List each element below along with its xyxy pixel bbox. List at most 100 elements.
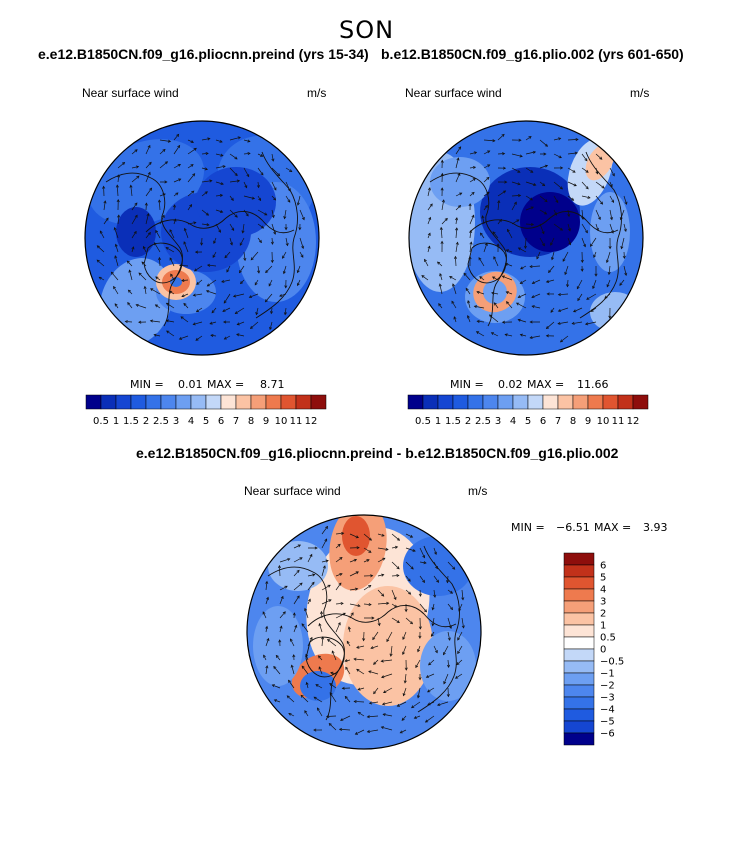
wind-vector-head (222, 165, 226, 169)
wind-vector-head (380, 659, 384, 663)
wind-vector-head (260, 153, 264, 157)
wind-vector (243, 152, 251, 155)
wind-vector (363, 559, 370, 563)
wind-vector (494, 302, 499, 309)
wind-vector (461, 617, 464, 628)
wind-vector-head (340, 601, 344, 606)
wind-vector (187, 148, 197, 155)
wind-vector-head (164, 161, 169, 165)
wind-vector-head (356, 668, 360, 672)
wind-vector-head (96, 245, 100, 249)
wind-vector (391, 575, 399, 577)
wind-vector-head (288, 712, 292, 716)
wind-vector (577, 293, 583, 301)
wind-vector (433, 575, 439, 583)
wind-vector-head (205, 152, 209, 156)
wind-vector (437, 701, 449, 706)
colorbar-tick-label: 1 (113, 416, 119, 427)
wind-vector-head (258, 239, 262, 244)
wind-vector (455, 673, 463, 679)
wind-vector (170, 273, 175, 281)
wind-vector-head (116, 198, 120, 203)
wind-vector (211, 307, 217, 314)
wind-vector-head (418, 626, 422, 630)
colorbar-box (563, 564, 595, 578)
wind-vector (328, 723, 337, 731)
wind-vector (269, 321, 273, 330)
wind-vector (606, 251, 611, 263)
wind-vector-head (595, 227, 599, 232)
wind-vector-head (138, 320, 142, 324)
wind-vector-head (517, 194, 522, 198)
wind-vector (567, 167, 576, 173)
wind-vector (318, 666, 323, 675)
wind-vector-head (284, 585, 288, 589)
wind-vector (476, 291, 485, 295)
wind-vector-head (279, 293, 283, 297)
wind-vector (340, 715, 351, 721)
wind-vector (297, 195, 301, 206)
wind-vector-head (427, 187, 431, 191)
wind-vector (511, 153, 523, 157)
wind-vector-head (284, 227, 288, 231)
wind-vector-head (181, 294, 185, 298)
wind-vector (440, 227, 443, 239)
wind-vector-head (517, 318, 521, 322)
wind-vector-head (586, 297, 590, 300)
colorbar-box (563, 720, 595, 734)
wind-vector (257, 181, 260, 188)
wind-vector (525, 223, 534, 225)
colorbar-tick-label: 4 (510, 416, 516, 427)
wind-vector-head (249, 325, 254, 329)
wind-vector (285, 181, 291, 192)
wind-vector (111, 271, 119, 281)
wind-vector-head (337, 621, 341, 626)
wind-vector-head (114, 243, 118, 247)
wind-vector (173, 145, 181, 155)
field-contour (590, 192, 630, 272)
wind-vector (321, 599, 332, 605)
wind-vector-head (498, 218, 502, 223)
wind-vector-head (229, 242, 233, 246)
wind-vector (271, 153, 274, 162)
wind-vector (215, 223, 221, 233)
wind-vector-head (320, 610, 324, 615)
wind-vector-head (285, 243, 289, 247)
wind-vector (284, 307, 287, 315)
wind-vector (520, 265, 527, 270)
wind-vector-head (377, 622, 381, 627)
wind-vector-head (290, 664, 294, 668)
wind-vector (373, 687, 379, 694)
coastline (417, 545, 460, 713)
colorbar-box (235, 394, 252, 410)
wind-vector-head (381, 533, 385, 537)
wind-vector-head (313, 728, 317, 732)
field-contour (590, 292, 640, 332)
field-contour (343, 586, 433, 706)
colorbar-tick-label: 5 (600, 573, 606, 584)
wind-vector (331, 650, 337, 661)
wind-vector-head (385, 547, 389, 551)
wind-vector (187, 204, 192, 211)
wind-vector-head (465, 287, 469, 291)
wind-vector-head (134, 149, 138, 153)
wind-vector-head (429, 203, 433, 207)
wind-vector-head (278, 639, 282, 643)
wind-vector-head (356, 645, 360, 649)
wind-vector-head (439, 226, 443, 231)
wind-vector (327, 639, 337, 647)
wind-vector-head (270, 310, 274, 315)
wind-vector-head (301, 665, 305, 669)
wind-vector (511, 201, 517, 211)
wind-vector-head (386, 638, 390, 643)
wind-vector-head (183, 227, 187, 232)
wind-vector-head (170, 273, 174, 277)
wind-vector-head (283, 216, 287, 220)
wind-vector (505, 334, 513, 337)
colorbar-box (145, 394, 162, 410)
wind-vector-head (113, 285, 116, 290)
wind-vector (257, 195, 261, 201)
wind-vector-head (577, 297, 581, 302)
wind-vector-head (479, 276, 483, 280)
wind-vector-head (513, 201, 517, 205)
